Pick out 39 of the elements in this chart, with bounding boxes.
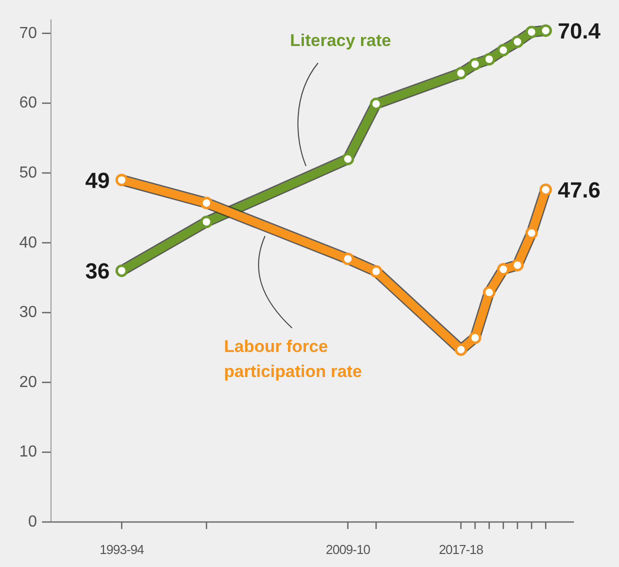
y-tick-label: 20 <box>19 374 38 391</box>
point <box>497 44 510 56</box>
y-tick-label: 0 <box>28 514 38 530</box>
data-label: 49 <box>85 168 110 193</box>
point <box>115 264 128 277</box>
x-tick-label: 1993-94 <box>100 542 144 557</box>
y-tick-label: 70 <box>19 24 38 42</box>
point <box>454 343 468 356</box>
text: Literacy rate <box>290 31 392 50</box>
point <box>482 286 496 299</box>
x-tick-label: 2017-18 <box>438 542 484 557</box>
point <box>525 226 538 240</box>
y-tick-label: 50 <box>19 164 38 182</box>
point <box>342 152 354 166</box>
point <box>454 66 468 80</box>
data-label: 36 <box>85 258 110 284</box>
text: Labour force participation rate <box>224 337 362 381</box>
point <box>200 216 213 228</box>
point <box>468 331 482 344</box>
point <box>482 52 496 66</box>
point <box>497 263 510 276</box>
y-tick-label: 40 <box>19 234 38 252</box>
point <box>539 24 552 37</box>
y-tick-label: 10 <box>19 444 38 461</box>
point <box>525 26 538 38</box>
point <box>200 196 213 210</box>
point <box>115 174 128 186</box>
point <box>342 252 354 266</box>
point <box>539 183 552 196</box>
data-label: 70.4 <box>558 18 602 44</box>
point <box>370 265 382 278</box>
point <box>511 258 524 272</box>
point <box>370 98 382 110</box>
point <box>511 35 524 48</box>
y-tick-label: 30 <box>19 304 38 322</box>
point <box>468 58 482 70</box>
data-label: 47.6 <box>558 178 601 203</box>
x-tick-label: 2009-10 <box>326 542 370 557</box>
y-tick-label: 60 <box>19 94 38 112</box>
